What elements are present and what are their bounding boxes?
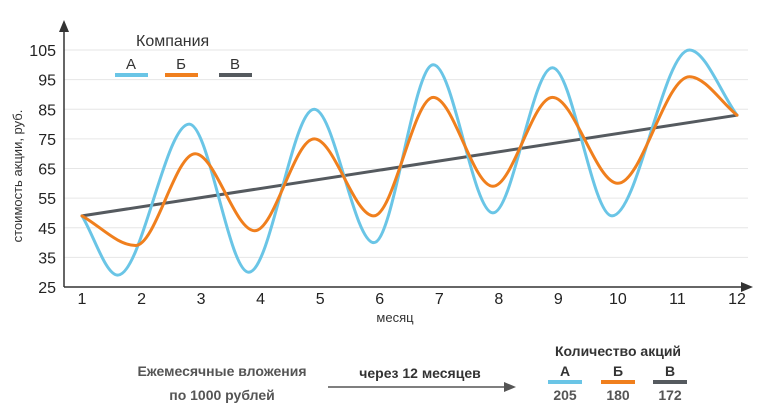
y-tick-label: 65: [38, 162, 56, 179]
x-tick-label: 1: [78, 291, 87, 308]
x-tick-label: 9: [554, 291, 563, 308]
shares-label-a: А: [560, 363, 570, 379]
y-tick-label: 105: [29, 43, 56, 60]
y-tick-labels: 25 35 45 55 65 75 85 95 105: [29, 43, 56, 297]
y-tick-label: 75: [38, 132, 56, 149]
y-tick-label: 35: [38, 250, 56, 267]
legend: Компания А Б В: [115, 33, 252, 77]
legend-title: Компания: [136, 33, 209, 50]
series-lines: [80, 48, 739, 277]
x-tick-label: 11: [669, 291, 686, 308]
x-tick-labels: 1 2 3 4 5 6 7 8 9 10 11 12: [78, 291, 746, 308]
x-tick-label: 10: [609, 291, 627, 308]
x-tick-label: 8: [494, 291, 503, 308]
shares-title: Количество акций: [555, 343, 681, 359]
x-tick-label: 6: [375, 291, 384, 308]
shares-value-b: 180: [606, 387, 630, 403]
y-tick-label: 45: [38, 221, 56, 238]
investment-line-1: Ежемесячные вложения: [137, 363, 306, 379]
footer: Ежемесячные вложения по 1000 рублей чере…: [137, 343, 687, 403]
x-tick-label: 5: [316, 291, 325, 308]
x-tick-label: 12: [728, 291, 746, 308]
shares-label-v: В: [665, 363, 675, 379]
series-line-v: [80, 113, 739, 218]
axes: [59, 20, 753, 292]
x-axis-label: месяц: [376, 310, 414, 325]
legend-label-b: Б: [176, 56, 186, 73]
x-tick-label: 4: [256, 291, 265, 308]
y-tick-label: 95: [38, 73, 56, 90]
x-tick-label: 7: [435, 291, 444, 308]
y-tick-label: 55: [38, 191, 56, 208]
y-axis-label: стоимость акции, руб.: [10, 110, 25, 243]
y-axis-arrowhead: [59, 20, 69, 32]
investment-line-2: по 1000 рублей: [169, 387, 275, 403]
shares-label-b: Б: [613, 363, 623, 379]
shares-value-a: 205: [553, 387, 577, 403]
shares-value-v: 172: [658, 387, 682, 403]
x-axis-arrowhead: [741, 282, 753, 292]
legend-label-a: А: [126, 56, 136, 73]
x-tick-label: 3: [197, 291, 206, 308]
arrow-head: [504, 382, 516, 392]
arrow-label: через 12 месяцев: [359, 365, 481, 381]
y-tick-label: 85: [38, 102, 56, 119]
legend-label-v: В: [230, 56, 240, 73]
series-line-b: [80, 75, 739, 247]
y-tick-label: 25: [38, 280, 56, 297]
x-tick-label: 2: [137, 291, 146, 308]
